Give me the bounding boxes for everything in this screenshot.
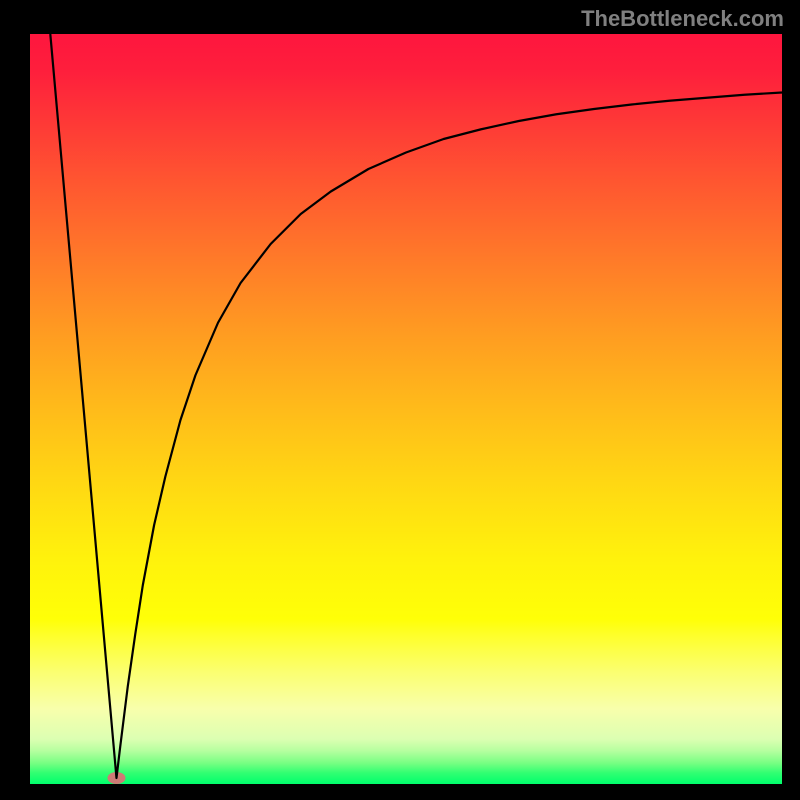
chart-svg (0, 0, 800, 800)
bottleneck-chart: TheBottleneck.com (0, 0, 800, 800)
plot-background (30, 34, 782, 784)
watermark-text: TheBottleneck.com (581, 6, 784, 32)
